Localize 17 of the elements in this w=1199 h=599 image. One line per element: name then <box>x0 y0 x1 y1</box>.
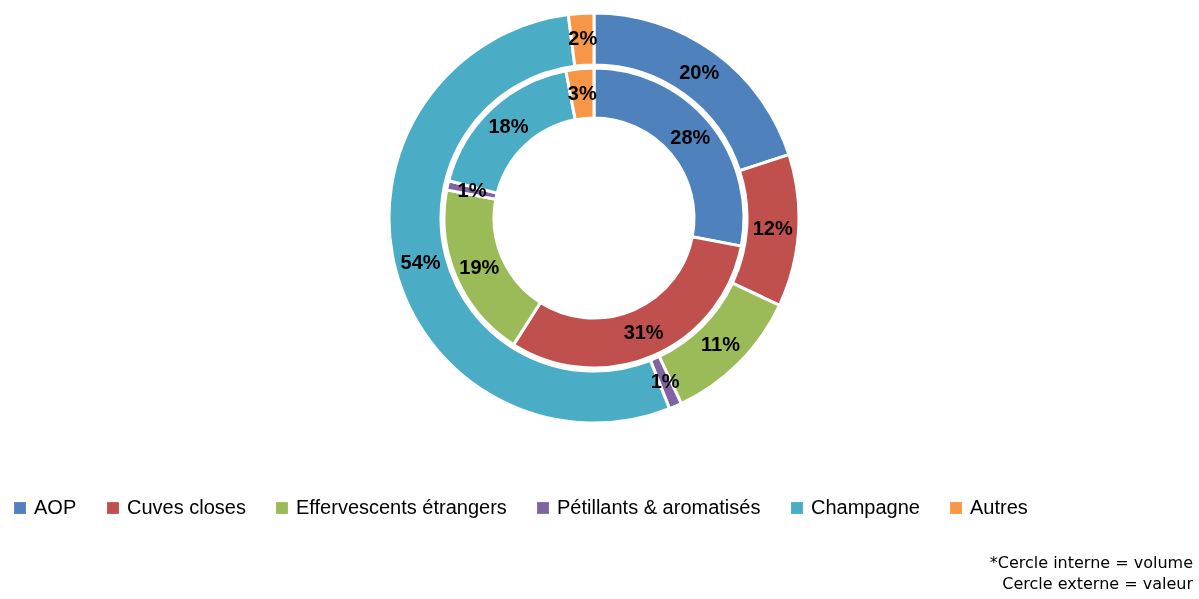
legend-label: Cuves closes <box>127 496 246 518</box>
data-label: 19% <box>459 255 500 278</box>
legend-label: Effervescents étrangers <box>296 496 507 518</box>
text: Cercle externe = valeur <box>1001 573 1193 594</box>
legend-label: AOP <box>34 496 77 518</box>
data-label: 11% <box>701 332 741 355</box>
data-label: 18% <box>488 114 529 137</box>
data-label: 20% <box>679 61 720 84</box>
data-label: 31% <box>623 320 664 343</box>
text: *Cercle interne = volume <box>989 552 1193 573</box>
legend-label: Pétillants & aromatisés <box>557 496 761 518</box>
data-label: 28% <box>670 126 711 149</box>
data-label: 54% <box>400 250 441 273</box>
legend-label: Autres <box>970 496 1028 518</box>
legend-label: Champagne <box>811 496 920 518</box>
data-label: 1% <box>457 178 487 201</box>
data-label: 12% <box>752 217 793 240</box>
